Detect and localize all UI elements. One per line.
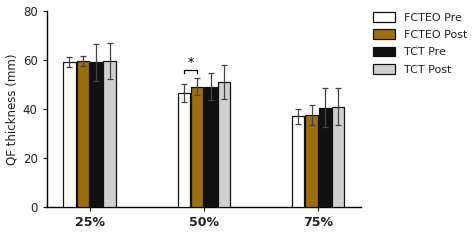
Bar bbox=[191, 87, 203, 208]
Bar bbox=[204, 87, 217, 208]
Bar bbox=[64, 62, 76, 208]
Text: *: * bbox=[187, 56, 193, 69]
Bar bbox=[319, 108, 331, 208]
Bar bbox=[90, 62, 102, 208]
Y-axis label: QF thickness (mm): QF thickness (mm) bbox=[6, 53, 18, 165]
Bar bbox=[178, 93, 190, 208]
Bar bbox=[103, 61, 116, 208]
Bar bbox=[218, 82, 230, 208]
Bar bbox=[332, 106, 345, 208]
Bar bbox=[305, 115, 318, 208]
Legend: FCTEO Pre, FCTEO Post, TCT Pre, TCT Post: FCTEO Pre, FCTEO Post, TCT Pre, TCT Post bbox=[373, 12, 467, 75]
Bar bbox=[77, 61, 89, 208]
Bar bbox=[292, 116, 304, 208]
